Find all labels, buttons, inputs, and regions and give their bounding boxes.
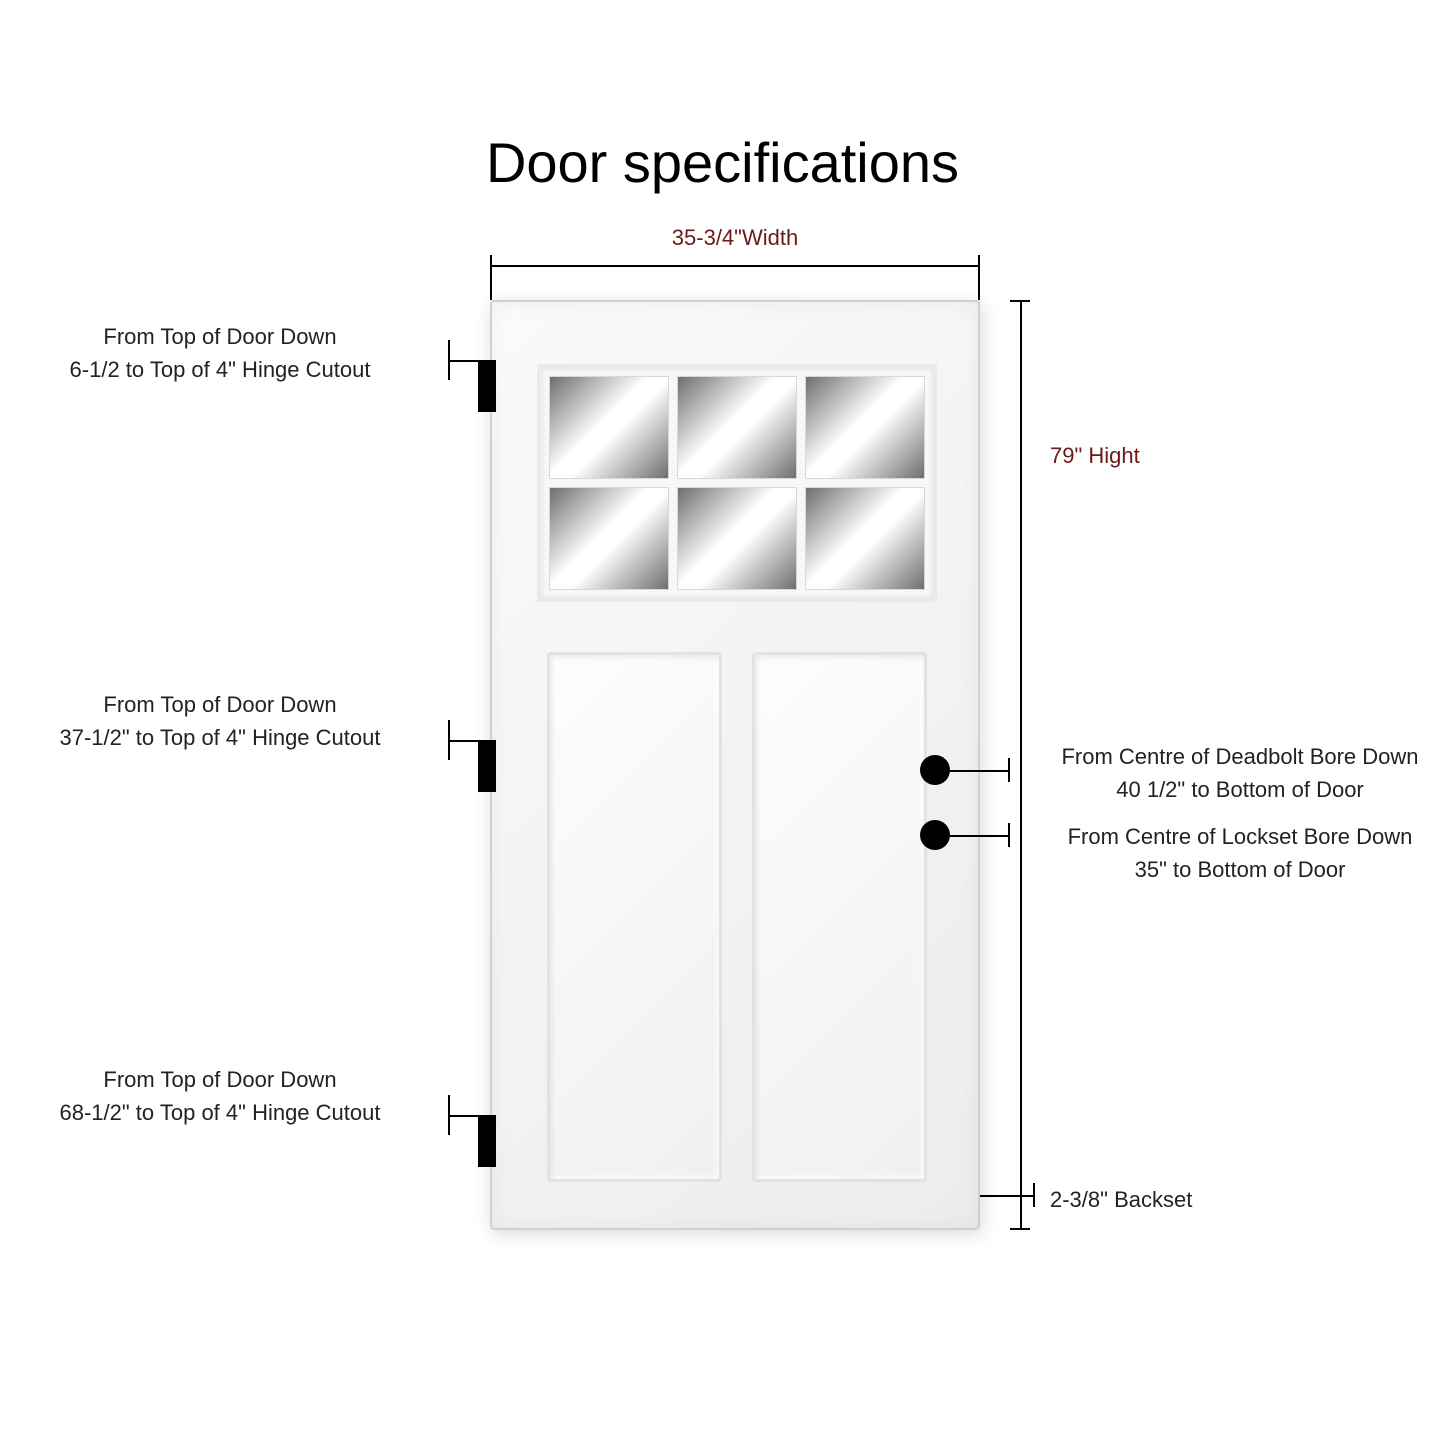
- lockset-leader: [950, 835, 1010, 837]
- glass-pane: [805, 376, 925, 479]
- glass-pane: [677, 487, 797, 590]
- deadbolt-bore: [920, 755, 950, 785]
- hinge-bottom-spec-line1: From Top of Door Down: [0, 1063, 440, 1096]
- hinge-bottom-spec-line2: 68-1/2" to Top of 4" Hinge Cutout: [0, 1096, 440, 1129]
- hinge-mid-leader-tick: [448, 720, 450, 760]
- height-dim-line: [1020, 300, 1022, 1230]
- deadbolt-leader-tick: [1008, 758, 1010, 782]
- deadbolt-spec-line2: 40 1/2" to Bottom of Door: [1040, 773, 1440, 806]
- backset-leader: [980, 1195, 1035, 1197]
- page-title: Door specifications: [0, 130, 1445, 195]
- deadbolt-leader: [950, 770, 1010, 772]
- window-6-lite: [537, 364, 937, 602]
- hinge-bottom: [478, 1115, 496, 1167]
- door-slab: [490, 300, 980, 1230]
- hinge-middle-spec-line1: From Top of Door Down: [0, 688, 440, 721]
- door-panel-right: [752, 652, 927, 1182]
- hinge-middle-spec-line2: 37-1/2" to Top of 4" Hinge Cutout: [0, 721, 440, 754]
- deadbolt-spec-line1: From Centre of Deadbolt Bore Down: [1040, 740, 1440, 773]
- hinge-top-leader: [448, 360, 493, 362]
- lockset-leader-tick: [1008, 823, 1010, 847]
- glass-pane: [805, 487, 925, 590]
- glass-pane: [549, 487, 669, 590]
- height-dimension-label: 79" Hight: [1050, 443, 1190, 469]
- door-panel-left: [547, 652, 722, 1182]
- hinge-middle-spec: From Top of Door Down 37-1/2" to Top of …: [0, 688, 440, 754]
- hinge-bottom-spec: From Top of Door Down 68-1/2" to Top of …: [0, 1063, 440, 1129]
- deadbolt-spec: From Centre of Deadbolt Bore Down 40 1/2…: [1040, 740, 1440, 806]
- glass-pane: [677, 376, 797, 479]
- height-dim-tick-top: [1010, 300, 1030, 302]
- hinge-top-spec: From Top of Door Down 6-1/2 to Top of 4"…: [0, 320, 440, 386]
- hinge-mid-leader: [448, 740, 493, 742]
- width-dim-tick-right: [978, 255, 980, 300]
- hinge-middle: [478, 740, 496, 792]
- width-dimension-label: 35-3/4"Width: [490, 225, 980, 251]
- width-dim-tick-left: [490, 255, 492, 300]
- glass-pane: [549, 376, 669, 479]
- hinge-top-leader-tick: [448, 340, 450, 380]
- hinge-bot-leader: [448, 1115, 493, 1117]
- hinge-bot-leader-tick: [448, 1095, 450, 1135]
- hinge-top-spec-line2: 6-1/2 to Top of 4" Hinge Cutout: [0, 353, 440, 386]
- backset-spec: 2-3/8" Backset: [1050, 1183, 1310, 1216]
- lockset-bore: [920, 820, 950, 850]
- backset-leader-tick: [1033, 1183, 1035, 1207]
- width-dim-line: [490, 265, 980, 267]
- lockset-spec-line1: From Centre of Lockset Bore Down: [1040, 820, 1440, 853]
- hinge-top: [478, 360, 496, 412]
- height-dim-tick-bottom: [1010, 1228, 1030, 1230]
- lockset-spec: From Centre of Lockset Bore Down 35" to …: [1040, 820, 1440, 886]
- hinge-top-spec-line1: From Top of Door Down: [0, 320, 440, 353]
- lockset-spec-line2: 35" to Bottom of Door: [1040, 853, 1440, 886]
